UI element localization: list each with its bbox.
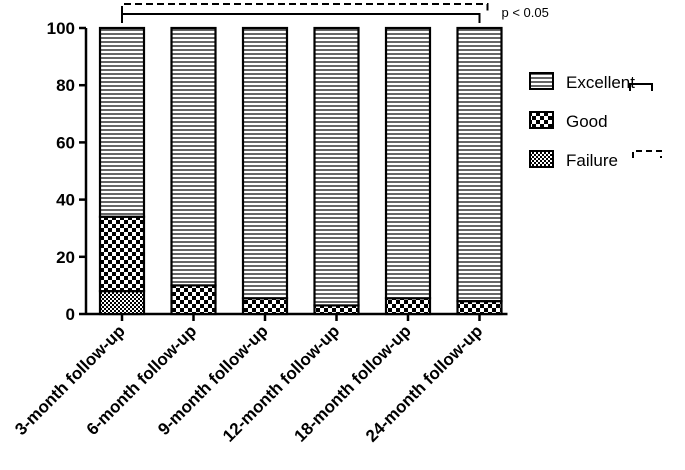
legend-solid-bracket-key [629, 83, 653, 91]
legend-label-excellent: Excellent [566, 73, 635, 92]
legend-swatch-excellent [529, 72, 554, 90]
y-tick-label: 0 [66, 305, 75, 324]
y-tick-label: 100 [47, 19, 75, 38]
bar-segment-excellent [313, 26, 360, 307]
bar-segment-good [456, 300, 503, 316]
bar-segment-excellent [456, 26, 503, 303]
axes: 0 20 40 60 80 100 [47, 19, 508, 324]
bars [98, 26, 503, 316]
y-tick-label: 40 [56, 191, 75, 210]
y-tick-label: 60 [56, 133, 75, 152]
bar-segment-excellent [98, 26, 146, 218]
bar-segment-excellent [384, 26, 432, 300]
legend-swatch-failure [529, 150, 554, 168]
bar-segment-good [170, 284, 217, 316]
y-tick-label: 80 [56, 76, 75, 95]
category-labels: 3-month follow-up6-month follow-up9-mont… [11, 321, 486, 445]
significance-bracket-dashed [121, 3, 489, 13]
legend-label-good: Good [566, 112, 608, 131]
x-category-label: 12-month follow-up [219, 321, 343, 445]
y-tick-label: 20 [56, 248, 75, 267]
legend-dashed-bracket-key [632, 150, 662, 158]
bar-segment-failure [98, 290, 146, 316]
significance-label: p < 0.05 [502, 5, 549, 20]
x-category-label: 24-month follow-up [362, 321, 486, 445]
bar-segment-good [241, 297, 289, 316]
significance-brackets: p < 0.05 [121, 3, 549, 23]
bar-segment-good [313, 304, 360, 316]
legend-swatch-good [529, 111, 554, 129]
bar-segment-excellent [170, 26, 217, 287]
legend-label-failure: Failure [566, 151, 618, 170]
bar-segment-good [384, 297, 432, 316]
significance-bracket-solid [121, 13, 481, 23]
x-category-label: 18-month follow-up [291, 321, 415, 445]
legend: Excellent Good Failure [529, 72, 662, 170]
bar-segment-good [98, 215, 146, 293]
bar-segment-excellent [241, 26, 289, 300]
